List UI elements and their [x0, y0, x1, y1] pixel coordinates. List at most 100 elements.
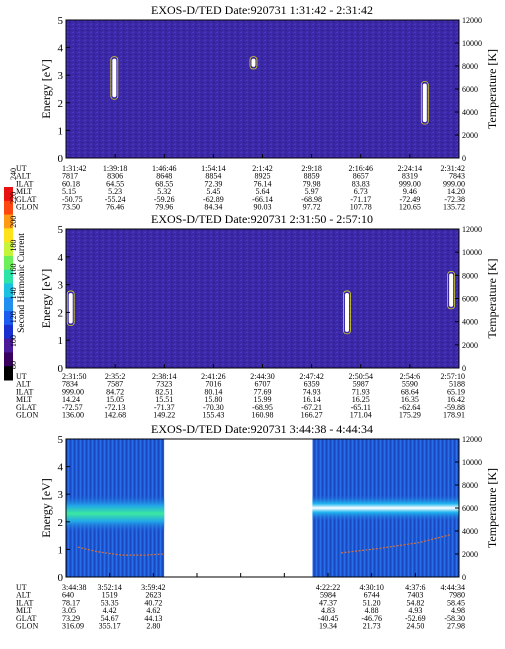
- ephemeris-row-label: GLAT: [16, 195, 37, 204]
- colorbar-segment: [4, 214, 13, 229]
- ephemeris-cell: 1:54:14: [201, 164, 225, 173]
- ephemeris-cell: 1519: [102, 591, 118, 600]
- y-right-tick-label: 2000: [462, 550, 478, 559]
- ephemeris-cell: 71.93: [352, 387, 370, 396]
- y-right-tick-label: 6000: [462, 85, 478, 94]
- ephemeris-cell: 5590: [402, 380, 418, 389]
- ephemeris-cell: 15.05: [106, 395, 124, 404]
- y-tick-label: 2: [58, 517, 64, 529]
- y-right-tick-label: 6000: [462, 295, 478, 304]
- ephemeris-cell: 16.35: [401, 395, 419, 404]
- ephemeris-row-label: ALT: [16, 591, 31, 600]
- y-right-axis-label: Temperature [K]: [485, 468, 499, 548]
- ephemeris-cell: 15.51: [155, 395, 173, 404]
- ephemeris-cell: 79.96: [155, 203, 173, 212]
- ephemeris-cell: 4.62: [146, 606, 160, 615]
- ephemeris-cell: 149.22: [153, 411, 175, 420]
- colorbar-segment: [4, 200, 13, 216]
- ephemeris-cell: 7843: [449, 172, 465, 181]
- ephemeris-cell: 6707: [255, 380, 271, 389]
- y-right-tick-label: 8000: [462, 481, 478, 490]
- ephemeris-cell: 7587: [107, 380, 123, 389]
- ephemeris-cell: -72.38: [444, 195, 465, 204]
- colorbar-tick-label: 100: [9, 335, 18, 347]
- ephemeris-row-label: ALT: [16, 380, 31, 389]
- ephemeris-cell: 5.45: [206, 187, 220, 196]
- ephemeris-cell: -72.13: [105, 403, 126, 412]
- y-axis-label: Energy [eV]: [39, 269, 53, 328]
- ephemeris-row-label: GLAT: [16, 614, 37, 623]
- energy-band: [312, 494, 459, 522]
- y-tick-label: 1: [58, 335, 64, 347]
- ephemeris-cell: -52.69: [405, 614, 426, 623]
- ephemeris-cell: -40.45: [318, 614, 339, 623]
- y-right-tick-label: 8000: [462, 271, 478, 280]
- colorbar-segment: [4, 242, 13, 257]
- ephemeris-row-label: GLON: [16, 411, 38, 420]
- ephemeris-cell: 2:57:10: [441, 372, 465, 381]
- ephemeris-cell: 40.72: [144, 598, 162, 607]
- ephemeris-cell: 6.73: [354, 187, 368, 196]
- ephemeris-row-label: GLON: [16, 203, 38, 212]
- y-tick-label: 5: [58, 15, 64, 27]
- ephemeris-cell: 1:39:18: [103, 164, 127, 173]
- ephemeris-cell: 3:59:42: [141, 583, 165, 592]
- energy-spike-halo: [249, 56, 258, 70]
- ephemeris-cell: -66.14: [252, 195, 273, 204]
- y-right-tick-label: 10000: [462, 458, 482, 467]
- y-right-tick-label: 2000: [462, 341, 478, 350]
- ephemeris-cell: 316.09: [62, 622, 84, 631]
- ephemeris-row-label: MLT: [16, 606, 32, 615]
- ephemeris-cell: 16.14: [303, 395, 321, 404]
- y-tick-label: 0: [58, 363, 64, 375]
- y-tick-label: 3: [58, 70, 64, 82]
- colorbar-segment: [4, 297, 13, 312]
- y-tick-label: 1: [58, 544, 64, 556]
- ephemeris-row-label: UT: [16, 583, 27, 592]
- colorbar-segment: [4, 269, 13, 284]
- colorbar-tick-label: 220: [9, 192, 18, 204]
- ephemeris-cell: 80.14: [204, 387, 222, 396]
- y-right-tick-label: 2000: [462, 131, 478, 140]
- ephemeris-cell: 47.37: [319, 598, 337, 607]
- ephemeris-cell: 74.93: [303, 387, 321, 396]
- colorbar-segments: [4, 187, 13, 381]
- ephemeris-cell: 2:54:6: [400, 372, 420, 381]
- ephemeris-cell: 4.88: [365, 606, 379, 615]
- ephemeris-cell: 4:30:10: [359, 583, 383, 592]
- ephemeris-cell: 7403: [407, 591, 423, 600]
- ephemeris-cell: -62.64: [400, 403, 421, 412]
- y-right-tick-label: 4000: [462, 527, 478, 536]
- ephemeris-cell: -72.49: [400, 195, 421, 204]
- panel-2: EXOS-D/TED Date:920731 2:31:50 - 2:57:10…: [16, 212, 499, 420]
- energy-spike: [422, 83, 427, 123]
- colorbar-segment: [4, 255, 13, 271]
- y-right-tick-label: 4000: [462, 108, 478, 117]
- ephemeris-cell: -70.30: [203, 403, 224, 412]
- ephemeris-cell: 2:9:18: [301, 164, 321, 173]
- y-tick-label: 3: [58, 489, 64, 501]
- ephemeris-cell: 5984: [320, 591, 336, 600]
- ephemeris-cell: 73.29: [62, 614, 80, 623]
- ephemeris-cell: 5.97: [305, 187, 319, 196]
- ephemeris-cell: 19.34: [319, 622, 337, 631]
- ephemeris-row-label: GLAT: [16, 403, 37, 412]
- ephemeris-cell: 54.82: [406, 598, 424, 607]
- energy-spike-halo: [110, 56, 119, 100]
- panel-title: EXOS-D/TED Date:920731 2:31:50 - 2:57:10: [151, 212, 373, 226]
- ephemeris-cell: 53.35: [101, 598, 119, 607]
- ephemeris-cell: 4.83: [321, 606, 335, 615]
- ephemeris-cell: 1:46:46: [152, 164, 176, 173]
- colorbar-segment: [4, 324, 13, 340]
- y-right-tick-label: 6000: [462, 504, 478, 513]
- y-tick-label: 2: [58, 307, 64, 319]
- ephemeris-cell: 999.00: [62, 387, 84, 396]
- ephemeris-cell: 7834: [62, 380, 78, 389]
- colorbar-tick-label: 180: [9, 240, 18, 252]
- colorbar-segment: [4, 228, 13, 243]
- energy-spike-halo: [66, 290, 75, 326]
- ephemeris-cell: 9.46: [403, 187, 417, 196]
- ephemeris-cell: 65.19: [447, 387, 465, 396]
- ephemeris-row-label: ILAT: [16, 179, 33, 188]
- ephemeris-cell: 16.42: [447, 395, 465, 404]
